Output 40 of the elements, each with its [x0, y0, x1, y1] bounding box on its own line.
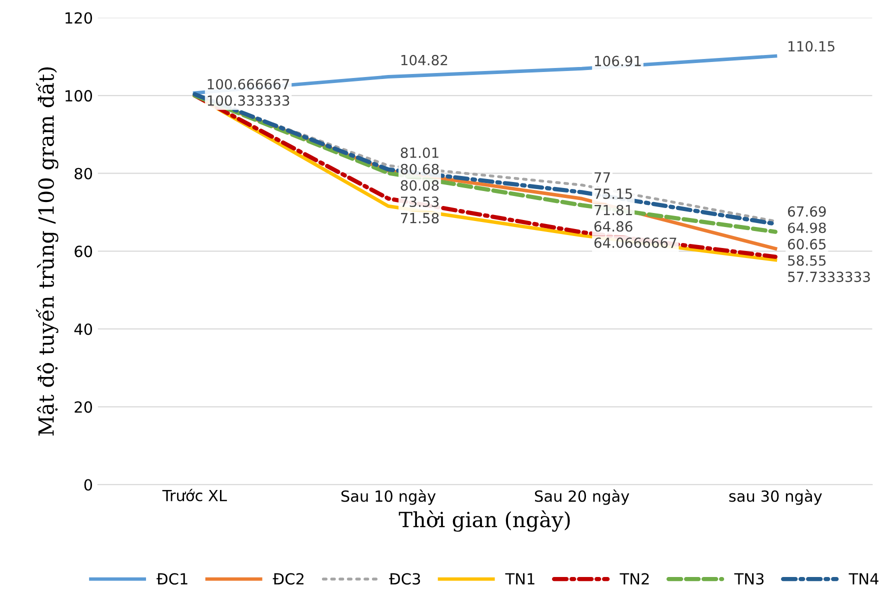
data-label: 71.58 [401, 212, 439, 224]
legend-label: TN1 [505, 573, 534, 584]
y-tick-label: 20 [74, 401, 92, 413]
data-label: 67.69 [788, 206, 826, 217]
data-label: 100.666667 [208, 78, 290, 90]
data-label: 57.7333333 [788, 272, 870, 282]
x-axis-title: Thời gian (ngày) [398, 510, 570, 532]
data-label: 75.15 [594, 188, 632, 199]
x-tick-label: Trước XL [162, 488, 227, 502]
y-tick-label: 100 [66, 90, 92, 102]
legend-label: ĐC1 [156, 573, 188, 585]
y-tick-label: 0 [84, 479, 92, 491]
data-label: 60.65 [788, 238, 826, 250]
x-tick-label: Sau 20 ngày [535, 489, 630, 505]
x-tick-label: Sau 10 ngày [341, 489, 436, 505]
data-label: 104.82 [401, 54, 448, 66]
y-tick-label: 120 [66, 12, 92, 24]
data-label: 77 [594, 172, 610, 182]
data-label: 80.68 [400, 164, 439, 174]
data-label: 80.08 [400, 180, 439, 191]
legend-label: TN2 [620, 573, 649, 584]
data-label: 110.15 [788, 41, 834, 52]
data-label: 58.55 [788, 255, 826, 266]
data-label: 64.0666667 [594, 238, 676, 248]
data-label: 64.86 [594, 221, 632, 232]
x-tick-label: sau 30 ngày [729, 489, 822, 505]
data-label: 81.01 [400, 148, 438, 158]
y-tick-label: 40 [74, 323, 92, 336]
legend-label: ĐC3 [389, 573, 420, 585]
y-tick-label: 80 [74, 168, 92, 180]
y-tick-label: 60 [74, 246, 92, 258]
data-label: 106.91 [594, 56, 641, 66]
legend-label: TN4 [848, 573, 878, 584]
data-label: 73.53 [401, 196, 439, 208]
data-label: 64.98 [788, 222, 826, 234]
legend-label: TN3 [734, 573, 764, 585]
data-label: 71.81 [594, 204, 632, 216]
y-axis-title: Mật độ tuyến trùng /100 gram đất) [36, 67, 58, 436]
data-label: 100.333333 [208, 95, 290, 106]
legend-label: ĐC2 [272, 573, 304, 585]
